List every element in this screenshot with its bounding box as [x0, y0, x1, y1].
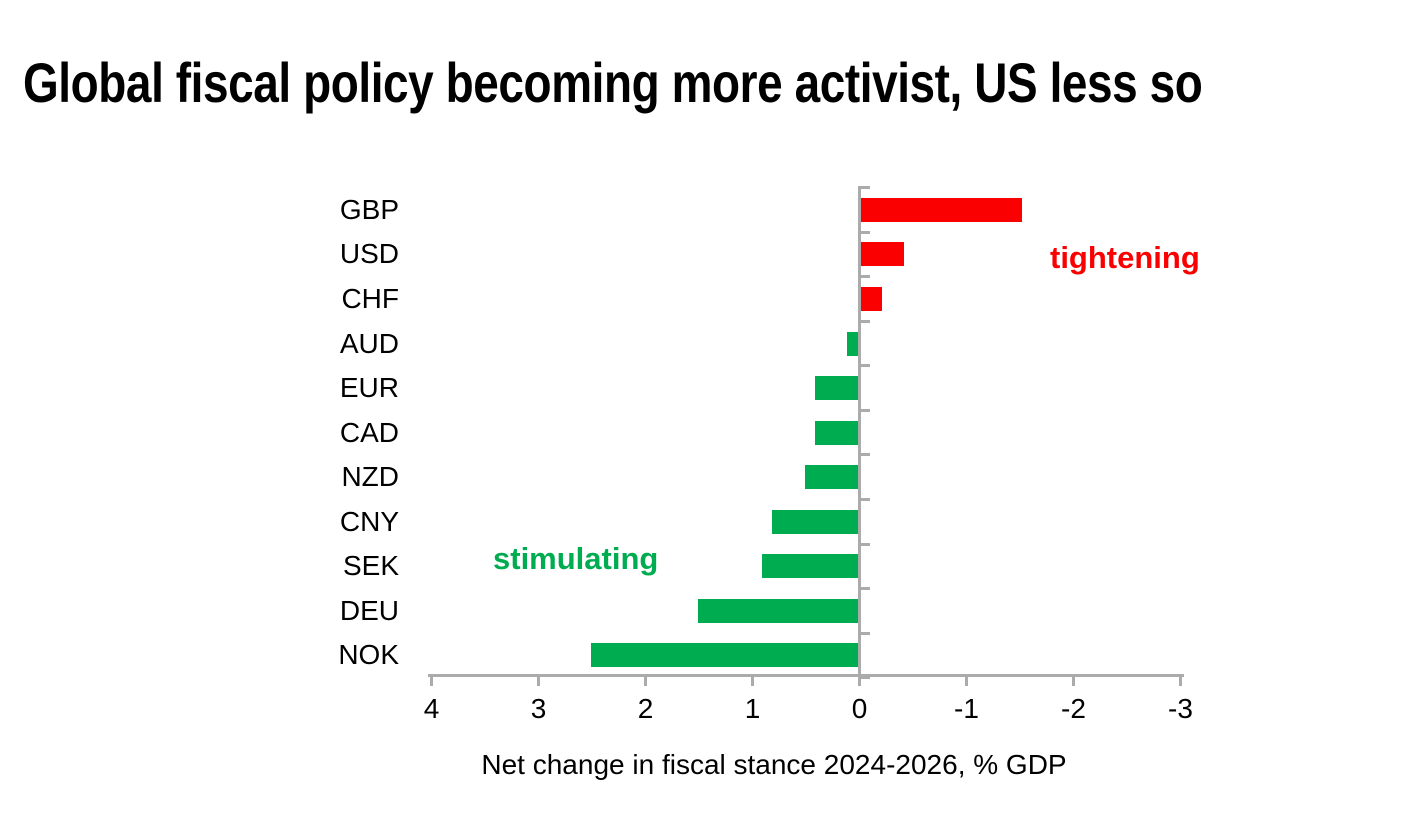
bar-chf — [861, 286, 883, 311]
annotation-tightening: tightening — [1050, 240, 1200, 275]
bar-nzd — [804, 465, 858, 490]
x-axis-tick — [965, 676, 968, 686]
y-axis-tick — [861, 364, 870, 368]
x-tick-label: 4 — [423, 693, 440, 724]
bar-aud — [847, 331, 858, 356]
bar-sek — [761, 554, 858, 579]
category-label-nok: NOK — [338, 639, 399, 671]
x-axis-label: Net change in fiscal stance 2024-2026, %… — [481, 749, 1067, 780]
x-axis-tick — [751, 676, 754, 686]
zero-axis-line — [858, 186, 861, 677]
y-axis-tick — [861, 587, 870, 591]
x-tick-label: -3 — [1168, 693, 1193, 724]
bar-cad — [815, 420, 858, 445]
category-label-cny: CNY — [339, 505, 399, 537]
bar-nok — [590, 643, 858, 668]
category-label-cad: CAD — [339, 416, 399, 448]
x-axis-tick — [644, 676, 647, 686]
bar-cny — [772, 509, 858, 534]
category-label-gbp: GBP — [339, 193, 399, 225]
x-axis-tick — [430, 676, 433, 686]
category-label-usd: USD — [339, 238, 399, 270]
category-label-sek: SEK — [342, 550, 399, 582]
category-label-aud: AUD — [339, 327, 399, 359]
x-axis-tick — [1072, 676, 1075, 686]
x-tick-label: -1 — [954, 693, 979, 724]
x-tick-label: 0 — [851, 693, 868, 724]
x-axis-tick — [537, 676, 540, 686]
chart-title: Global fiscal policy becoming more activ… — [23, 50, 1203, 114]
annotation-stimulating: stimulating — [493, 541, 659, 576]
y-axis-tick — [861, 408, 870, 412]
x-tick-label: -2 — [1061, 693, 1086, 724]
x-tick-label: 2 — [637, 693, 654, 724]
y-axis-tick — [861, 275, 870, 279]
category-label-chf: CHF — [341, 282, 399, 314]
y-axis-tick — [861, 676, 870, 680]
y-axis-tick — [861, 497, 870, 501]
bar-deu — [697, 598, 858, 623]
x-axis-tick — [858, 676, 861, 686]
bar-usd — [861, 242, 904, 267]
x-axis-line — [428, 673, 1184, 677]
x-axis-tick — [1179, 676, 1182, 686]
y-axis-tick — [861, 542, 870, 546]
x-tick-label: 3 — [530, 693, 547, 724]
category-label-eur: EUR — [339, 372, 399, 404]
y-axis-tick — [861, 631, 870, 635]
y-axis-tick — [861, 230, 870, 234]
category-label-deu: DEU — [339, 594, 399, 626]
category-label-nzd: NZD — [341, 461, 399, 493]
y-axis-tick — [861, 186, 870, 190]
y-axis-tick — [861, 453, 870, 457]
y-axis-tick — [861, 319, 870, 323]
bar-gbp — [861, 197, 1022, 222]
bar-eur — [815, 376, 858, 401]
x-tick-label: 1 — [744, 693, 761, 724]
